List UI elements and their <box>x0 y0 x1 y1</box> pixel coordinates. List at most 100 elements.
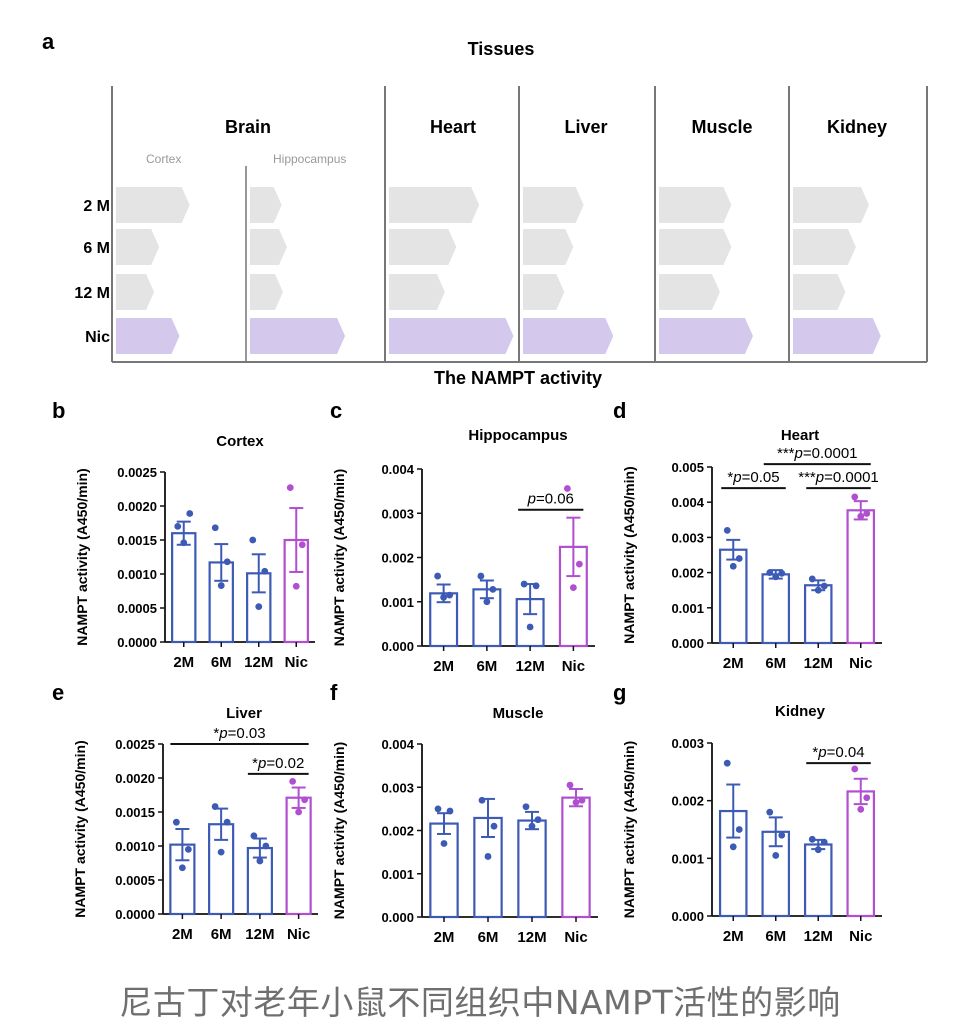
panel-letter-f: f <box>330 680 338 705</box>
bar-12m <box>803 843 833 918</box>
activity-arrow-muscle <box>659 229 732 265</box>
tissue-label-brain: Brain <box>225 117 271 137</box>
panel-a: a Tissues The NAMPT activity Brain Heart Live… <box>42 29 928 388</box>
y-tick-label: 0.0010 <box>117 567 157 582</box>
data-point <box>478 796 486 804</box>
row-label: 6 M <box>83 240 110 257</box>
activity-arrow-muscle <box>659 274 720 310</box>
data-point <box>566 781 574 789</box>
significance-label: *p=0.04 <box>812 744 864 761</box>
data-point <box>528 822 536 830</box>
activity-arrow-cortex <box>116 274 155 310</box>
activity-arrow-muscle <box>659 318 753 354</box>
data-point <box>735 826 743 833</box>
x-tick-label: 2M <box>173 654 194 671</box>
activity-arrow-liver <box>523 274 565 310</box>
data-point <box>261 567 269 575</box>
chart-c: c Hippocampus 0.000 0.001 0.002 0.003 0.004 NAM… <box>330 398 595 675</box>
data-point <box>814 846 822 854</box>
data-point <box>440 840 448 847</box>
activity-arrow-liver <box>523 229 574 265</box>
sub-column-label-hippocampus: Hippocampus <box>273 152 346 166</box>
data-point <box>217 848 225 856</box>
chart-g: g Kidney 0.000 0.001 0.002 0.003 NAMPT activit… <box>613 680 882 945</box>
data-point <box>434 805 442 813</box>
row-label: 2 M <box>83 198 110 215</box>
x-tick-label: Nic <box>562 658 585 675</box>
significance-label: p=0.06 <box>527 491 574 508</box>
x-tick-label: 12M <box>804 928 833 945</box>
activity-arrow-hippocampus <box>250 229 287 265</box>
data-point <box>289 778 297 785</box>
data-point <box>223 558 231 566</box>
y-axis-label: NAMPT activity (A450/min) <box>621 741 637 918</box>
y-tick-label: 0.002 <box>671 794 704 809</box>
y-tick-label: 0.003 <box>381 780 414 795</box>
data-point <box>575 560 583 568</box>
y-tick-label: 0.004 <box>671 495 704 510</box>
data-point <box>526 623 534 631</box>
data-point <box>808 835 816 843</box>
y-axis-label: NAMPT activity (A450/min) <box>72 740 88 917</box>
x-tick-label: Nic <box>849 655 872 672</box>
activity-arrow-kidney <box>793 187 869 223</box>
significance-label: *p=0.03 <box>213 725 265 742</box>
bar-6m <box>761 573 791 645</box>
data-point <box>446 591 454 599</box>
bar-12m <box>803 584 833 645</box>
activity-arrow-muscle <box>659 187 732 223</box>
y-tick-label: 0.005 <box>671 460 704 475</box>
y-tick-label: 0.001 <box>381 867 414 882</box>
data-point <box>729 843 737 851</box>
data-point <box>572 798 580 806</box>
data-point <box>814 586 822 594</box>
data-point <box>778 831 786 839</box>
data-point <box>766 808 774 816</box>
data-point <box>578 796 586 804</box>
x-tick-label: 2M <box>434 929 455 946</box>
panel-letter-b: b <box>52 398 65 423</box>
x-tick-label: Nic <box>285 654 308 671</box>
y-axis-label: NAMPT activity (A450/min) <box>74 468 90 645</box>
data-point <box>522 803 530 811</box>
data-point <box>250 832 258 840</box>
x-tick-label: Nic <box>564 929 587 946</box>
data-point <box>174 523 182 530</box>
data-point <box>820 582 828 590</box>
y-tick-label: 0.002 <box>671 566 704 581</box>
activity-arrow-cortex <box>116 318 180 354</box>
bar-nic <box>846 509 876 645</box>
data-point <box>301 796 309 804</box>
activity-arrow-kidney <box>793 229 856 265</box>
activity-arrow-hippocampus <box>250 274 283 310</box>
activity-arrow-hippocampus <box>250 318 346 354</box>
data-point <box>483 598 491 606</box>
y-tick-label: 0.001 <box>381 595 414 610</box>
data-point <box>863 510 871 517</box>
data-point <box>446 807 454 815</box>
y-tick-label: 0.001 <box>671 851 704 866</box>
y-tick-label: 0.004 <box>381 737 414 752</box>
data-point <box>778 569 786 577</box>
bar-nic <box>561 796 591 919</box>
chart-title: Kidney <box>775 703 826 720</box>
tissue-label-kidney: Kidney <box>827 117 887 137</box>
x-tick-label: 2M <box>172 926 193 943</box>
panel-letter-g: g <box>613 680 626 705</box>
row-label: 12 M <box>74 285 110 302</box>
y-tick-label: 0.0000 <box>117 635 157 650</box>
figure-caption: 尼古丁对老年小鼠不同组织中NAMPT活性的影响 <box>119 983 841 1022</box>
data-point <box>186 510 194 517</box>
x-tick-label: Nic <box>849 928 872 945</box>
x-tick-label: 2M <box>723 655 744 672</box>
y-tick-label: 0.0020 <box>117 499 157 514</box>
chart-b: b Cortex 0.0000 0.0005 0.0010 0.0015 0.0020 0.0… <box>52 398 315 671</box>
y-tick-label: 0.0025 <box>117 465 157 480</box>
significance-label: ***p=0.0001 <box>777 445 858 462</box>
y-axis-label: NAMPT activity (A450/min) <box>331 469 347 646</box>
y-tick-label: 0.0005 <box>117 601 157 616</box>
y-tick-label: 0.0025 <box>115 737 155 752</box>
data-point <box>489 585 497 593</box>
x-tick-label: 6M <box>211 926 232 943</box>
